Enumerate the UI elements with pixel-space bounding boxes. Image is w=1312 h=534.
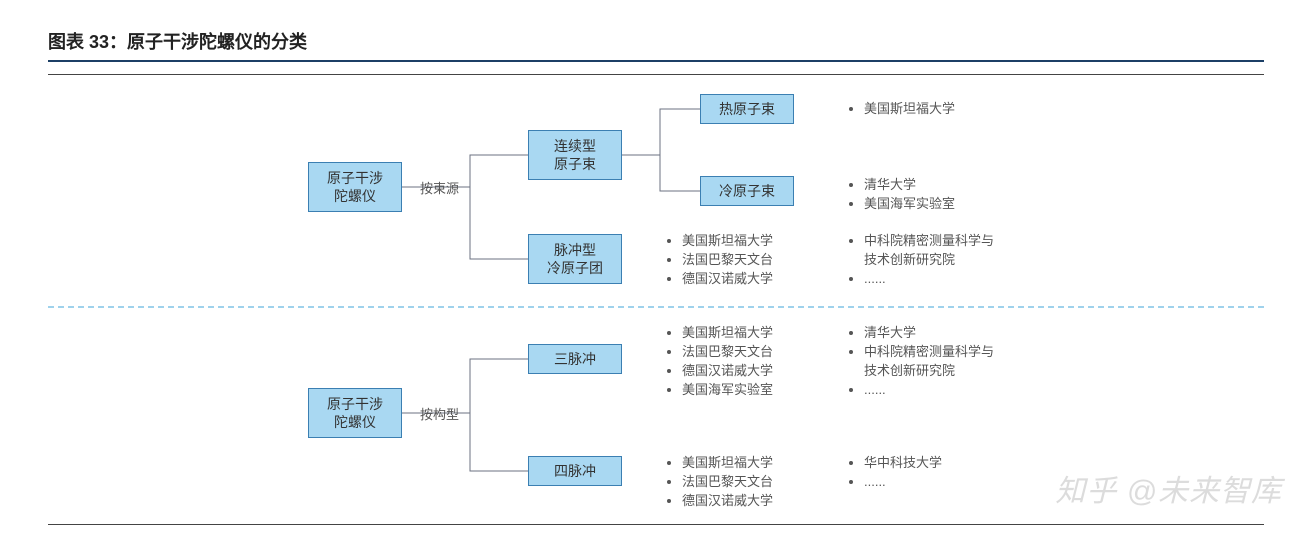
bullet-group-quad2: 华中科技大学...... (848, 454, 942, 492)
bullet-item: 法国巴黎天文台 (682, 251, 773, 270)
bullet-item: 美国海军实验室 (864, 195, 955, 214)
node-label: 三脉冲 (554, 350, 596, 368)
bullet-item: 美国斯坦福大学 (682, 324, 773, 343)
bullet-item: 美国斯坦福大学 (864, 100, 955, 119)
bullet-item: 美国斯坦福大学 (682, 454, 773, 473)
bullet-group-cold: 清华大学美国海军实验室 (848, 176, 955, 214)
bullet-item: 法国巴黎天文台 (682, 473, 773, 492)
bullet-group-hot: 美国斯坦福大学 (848, 100, 955, 119)
connector-3 (622, 155, 700, 191)
node-label: 冷原子束 (719, 182, 775, 200)
node-root2: 原子干涉陀螺仪 (308, 388, 402, 438)
bullet-item: 中科院精密测量科学与技术创新研究院 (864, 343, 994, 381)
bullet-list: 华中科技大学...... (848, 454, 942, 492)
bullet-item: 清华大学 (864, 176, 955, 195)
dashed-divider (48, 306, 1264, 308)
node-tri: 三脉冲 (528, 344, 622, 374)
bullet-group-pulse1: 美国斯坦福大学法国巴黎天文台德国汉诺威大学 (666, 232, 773, 289)
bullet-group-tri2: 清华大学中科院精密测量科学与技术创新研究院...... (848, 324, 994, 399)
node-label: 陀螺仪 (334, 413, 376, 431)
bullet-item: ...... (864, 473, 942, 492)
bullet-item: 美国海军实验室 (682, 381, 773, 400)
bullet-list: 美国斯坦福大学法国巴黎天文台德国汉诺威大学美国海军实验室 (666, 324, 773, 399)
bullet-group-pulse2: 中科院精密测量科学与技术创新研究院...... (848, 232, 994, 289)
connector-1 (402, 187, 528, 259)
connector-2 (622, 109, 700, 155)
watermark: 知乎 @未来智库 (1055, 466, 1282, 510)
figure-title: 图表 33：原子干涉陀螺仪的分类 (48, 32, 307, 52)
edge-label-by_source: 按束源 (420, 178, 459, 197)
bullet-item: 法国巴黎天文台 (682, 343, 773, 362)
node-label: 原子干涉 (327, 169, 383, 187)
top-rule (48, 74, 1264, 75)
bullet-item: ...... (864, 270, 994, 289)
tree-connectors (0, 0, 1312, 534)
node-label: 四脉冲 (554, 462, 596, 480)
edge-label-by_config: 按构型 (420, 404, 459, 423)
bullet-item: 德国汉诺威大学 (682, 492, 773, 511)
node-label: 原子束 (554, 155, 596, 173)
node-label: 陀螺仪 (334, 187, 376, 205)
bullet-list: 美国斯坦福大学法国巴黎天文台德国汉诺威大学 (666, 454, 773, 511)
node-pulse: 脉冲型冷原子团 (528, 234, 622, 284)
node-root1: 原子干涉陀螺仪 (308, 162, 402, 212)
node-label: 脉冲型 (554, 241, 596, 259)
node-label: 连续型 (554, 137, 596, 155)
bullet-list: 美国斯坦福大学 (848, 100, 955, 119)
figure-title-row: 图表 33：原子干涉陀螺仪的分类 (48, 28, 1264, 62)
node-cold: 冷原子束 (700, 176, 794, 206)
bullet-item: 德国汉诺威大学 (682, 362, 773, 381)
bullet-group-quad1: 美国斯坦福大学法国巴黎天文台德国汉诺威大学 (666, 454, 773, 511)
node-cont: 连续型原子束 (528, 130, 622, 180)
bullet-item: 美国斯坦福大学 (682, 232, 773, 251)
node-label: 热原子束 (719, 100, 775, 118)
bullet-item: 中科院精密测量科学与技术创新研究院 (864, 232, 994, 270)
node-quad: 四脉冲 (528, 456, 622, 486)
bullet-list: 清华大学中科院精密测量科学与技术创新研究院...... (848, 324, 994, 399)
bullet-list: 清华大学美国海军实验室 (848, 176, 955, 214)
node-label: 冷原子团 (547, 259, 603, 277)
node-label: 原子干涉 (327, 395, 383, 413)
bullet-list: 美国斯坦福大学法国巴黎天文台德国汉诺威大学 (666, 232, 773, 289)
bullet-item: 德国汉诺威大学 (682, 270, 773, 289)
bullet-list: 中科院精密测量科学与技术创新研究院...... (848, 232, 994, 289)
node-hot: 热原子束 (700, 94, 794, 124)
bullet-item: 华中科技大学 (864, 454, 942, 473)
bullet-group-tri1: 美国斯坦福大学法国巴黎天文台德国汉诺威大学美国海军实验室 (666, 324, 773, 399)
bottom-rule (48, 524, 1264, 525)
bullet-item: ...... (864, 381, 994, 400)
bullet-item: 清华大学 (864, 324, 994, 343)
